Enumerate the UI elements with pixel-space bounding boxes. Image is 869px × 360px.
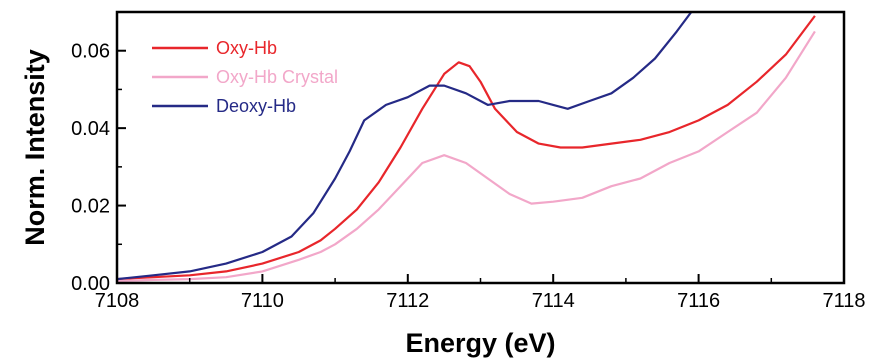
series-layer [117,12,816,283]
series-line-2 [117,30,816,283]
x-tick-label: 7112 [386,290,429,312]
y-tick-label: 0.00 [71,273,110,295]
series-line-1 [117,15,816,281]
legend-label: Deoxy-Hb [216,96,296,116]
legend: Oxy-Hb Oxy-Hb Crystal Deoxy-Hb [152,38,338,116]
legend-label: Oxy-Hb [216,38,277,58]
y-tick-label: 0.02 [71,196,110,218]
x-axis-title: Energy (eV) [405,328,555,358]
y-tick-label: 0.04 [71,118,110,140]
x-tick-label: 7108 [95,290,140,312]
ticks-layer: 7108 7110 7112 7114 7116 7118 0.00 0.02 0.04 0.06 [71,11,866,312]
x-tick-label: 7116 [677,290,720,312]
series-line-3 [117,12,693,281]
x-tick-label: 7118 [822,290,865,312]
x-tick-label: 7110 [241,290,284,312]
legend-label: Oxy-Hb Crystal [216,67,338,87]
y-axis-title: Norm. Intensity [20,49,50,246]
x-tick-label: 7114 [532,290,575,312]
y-tick-label: 0.06 [71,41,110,63]
